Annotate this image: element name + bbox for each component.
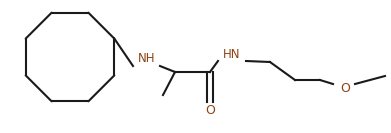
Text: NH: NH xyxy=(138,51,156,65)
Text: HN: HN xyxy=(223,47,241,61)
Text: O: O xyxy=(340,82,350,95)
Text: O: O xyxy=(205,103,215,117)
